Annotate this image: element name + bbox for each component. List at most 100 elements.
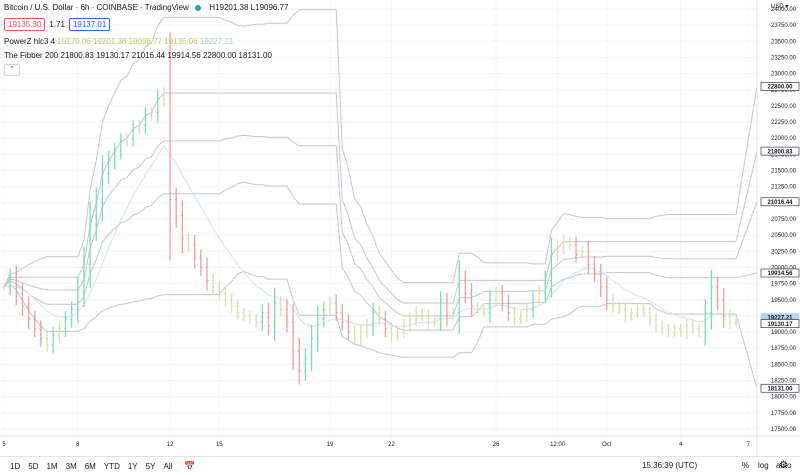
ohlc-bar (599, 263, 603, 297)
bottom-toolbar: 1D 5D 1M 3M 6M YTD 1Y 5Y All 📅 15:36:39 … (0, 456, 800, 475)
ohlc-bar (722, 287, 726, 328)
ohlc-bar (537, 286, 541, 307)
ohlc-bar (51, 326, 55, 354)
ohlc-bar (33, 310, 37, 338)
ohlc-bar (236, 299, 240, 320)
x-tick-label: 12:00 (550, 442, 566, 448)
indicator-powerz[interactable]: PowerZ hlc3 4 19170.06 19201.38 19096.77… (4, 37, 233, 46)
ohlc-bar (100, 154, 105, 222)
spread-value: 1.71 (49, 20, 65, 29)
ohlc-bar (660, 320, 664, 334)
ohlc-bar (94, 187, 98, 241)
ohlc-bar (106, 150, 111, 184)
percent-toggle[interactable]: % (742, 461, 750, 470)
ohlc-bar (2, 283, 6, 291)
y-tick-label: 20500.00 (771, 233, 797, 239)
log-toggle[interactable]: log (758, 461, 769, 470)
y-tick-label: 18750.00 (771, 346, 797, 352)
buy-button[interactable]: 19137.01 (68, 18, 111, 31)
range-3m-button[interactable]: 3M (65, 461, 77, 471)
utc-clock[interactable]: 15:36:39 (UTC) (642, 461, 698, 470)
symbol-header: Bitcoin / U.S. Dollar · 6h · COINBASE · … (4, 3, 289, 12)
indicator-value: 19914.56 (167, 51, 201, 60)
price-tag-label: 18131.00 (767, 386, 793, 392)
ohlc-bar (260, 304, 264, 331)
sell-button[interactable]: 19135.30 (4, 18, 46, 31)
indicator-value: 19201.38 (92, 37, 127, 46)
ohlc-bar (353, 325, 357, 346)
ohlc-bar (445, 292, 449, 327)
ohlc-bar (279, 296, 283, 317)
x-tick-label: 12 (167, 442, 174, 448)
ohlc-bar (457, 259, 461, 334)
ohlc-bar (328, 296, 332, 317)
ohlc-bar (476, 301, 480, 315)
x-tick-label: 19 (327, 442, 334, 448)
y-tick-label: 24000.00 (771, 7, 797, 13)
ohlc-bar (316, 305, 320, 353)
ohlc-bar (309, 324, 314, 372)
ohlc-bar (549, 237, 554, 298)
price-tag: 21016.44 (760, 197, 800, 207)
ohlc-bar (402, 319, 406, 339)
ohlc-bar (39, 320, 43, 347)
ohlc-bar (586, 241, 590, 275)
range-6m-button[interactable]: 6M (84, 461, 96, 471)
ohlc-bar (297, 337, 301, 385)
price-tag-label: 19227.21 (767, 316, 793, 322)
ohlc-bar (592, 255, 597, 283)
price-tag-label: 19130.17 (767, 322, 793, 328)
fibber-line (3, 134, 758, 317)
ohlc-bar (82, 247, 86, 308)
ohlc-bar (426, 309, 431, 329)
ohlc-bar (229, 293, 234, 313)
ohlc-bar (482, 304, 486, 318)
y-tick-label: 19000.00 (771, 330, 797, 336)
ohlc-bar (199, 249, 203, 276)
ohlc-bar (113, 142, 117, 170)
chart-grid (0, 8, 757, 430)
ohlc-bar (666, 324, 670, 337)
ohlc-bar (365, 319, 369, 339)
indicator-fibber[interactable]: The Fibber 200 21800.83 19130.17 21016.4… (4, 51, 272, 60)
ohlc-bar (580, 246, 584, 260)
range-1d-button[interactable]: 1D (10, 461, 21, 471)
x-tick-label: Oct (602, 442, 612, 448)
ohlc-bar (143, 107, 148, 134)
ohlc-bar (469, 283, 474, 317)
ohlc-bar (432, 314, 437, 328)
calendar-icon[interactable]: 📅 (184, 460, 196, 471)
ohlc-bar (679, 324, 683, 337)
gear-icon[interactable]: ⚙ (779, 460, 788, 471)
ohlc-bar (371, 302, 375, 336)
range-5y-button[interactable]: 5Y (145, 461, 156, 471)
fibber-line (3, 9, 758, 288)
ohlc-bar (45, 331, 49, 352)
ohlc-bar (303, 347, 308, 381)
ohlc-bar (174, 187, 178, 228)
ohlc-bar (605, 276, 609, 310)
range-ytd-button[interactable]: YTD (103, 461, 120, 471)
ohlc-bar (611, 293, 615, 313)
ohlc-bar (14, 265, 18, 306)
price-bars (2, 32, 738, 385)
range-all-button[interactable]: All (163, 461, 173, 471)
price-tag-label: 22800.00 (767, 85, 793, 91)
y-tick-label: 18250.00 (771, 379, 797, 385)
y-tick-label: 17500.00 (771, 427, 797, 433)
ohlc-bar (193, 234, 197, 268)
range-1y-button[interactable]: 1Y (127, 461, 138, 471)
auto-toggle[interactable]: auto (776, 461, 792, 470)
range-5d-button[interactable]: 5D (28, 461, 39, 471)
ohlc-bar (629, 307, 634, 321)
y-tick-label: 18000.00 (771, 395, 797, 401)
y-tick-label: 22500.00 (771, 104, 797, 110)
ohlc-bar (543, 270, 547, 304)
low-label: L (250, 3, 256, 12)
ohlc-bar (217, 280, 221, 300)
chevron-up-icon[interactable]: ⌃ (4, 64, 20, 76)
currency-label: USD ▾ (771, 4, 788, 10)
range-1m-button[interactable]: 1M (46, 461, 58, 471)
price-tag: 22800.00 (760, 82, 800, 91)
